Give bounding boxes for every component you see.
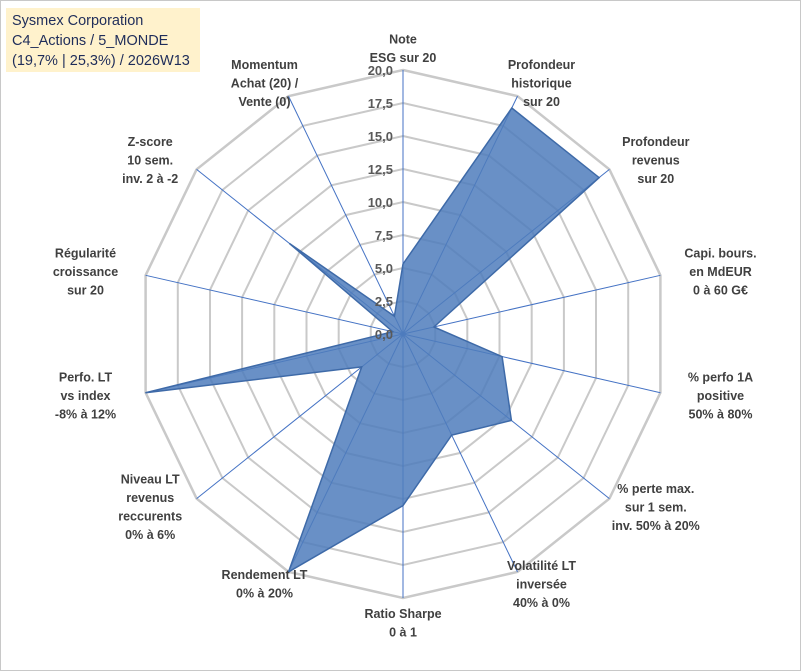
chart-title-stats: (19,7% | 25,3%) / 2026W13 [12, 53, 190, 69]
axis-label-line: Ratio Sharpe [364, 607, 441, 621]
chart-title-company: Sysmex Corporation [12, 13, 144, 29]
axis-label-line: Niveau LT [121, 473, 180, 487]
chart-title-box: Sysmex Corporation C4_Actions / 5_MONDE … [6, 8, 200, 72]
axis-label-line: 10 sem. [127, 154, 173, 168]
axis-label: Profondeur revenus sur 20 [622, 135, 689, 186]
axis-label-line: croissance [53, 265, 118, 279]
axis-label: Perfo. LT vs index -8% à 12% [55, 370, 116, 421]
axis-label-line: revenus [126, 491, 174, 505]
data-point [289, 243, 290, 244]
axis-label-line: 50% à 80% [689, 407, 753, 421]
axis-label-line: reccurents [118, 510, 182, 524]
axis-label: % perfo 1A positive 50% à 80% [688, 370, 753, 421]
data-point [433, 326, 435, 328]
axis-labels: Note ESG sur 20 Profondeur historique sur 20… [53, 33, 757, 640]
axis-label-line: ESG sur 20 [370, 51, 437, 65]
tick-label: 5,0 [375, 261, 393, 276]
data-point [288, 571, 289, 573]
axis-label: Rendement LT 0% à 20% [222, 568, 308, 601]
axis-label-line: Achat (20) / [231, 77, 299, 91]
data-point [392, 331, 394, 333]
axis-label-line: 0% à 20% [236, 587, 293, 601]
tick-label: 17,5 [368, 96, 393, 111]
axis-label-line: Profondeur [508, 58, 575, 72]
axis-label-line: sur 20 [67, 284, 104, 298]
axis-label-line: sur 20 [523, 95, 560, 109]
axis-label-line: inversée [516, 578, 567, 592]
axis-label-line: Capi. bours. [684, 247, 756, 261]
axis-spoke [288, 95, 404, 335]
axis-label-line: Volatilité LT [507, 559, 576, 573]
tick-label: 15,0 [368, 129, 393, 144]
radar-series [145, 106, 601, 574]
data-point [402, 505, 404, 507]
axis-label-line: positive [697, 389, 744, 403]
chart-title-portfolio: C4_Actions / 5_MONDE [12, 33, 169, 49]
axis-label-line: Momentum [231, 58, 298, 72]
data-point [393, 315, 395, 317]
axis-label-line: 0 à 1 [389, 626, 417, 640]
axis-label-line: 40% à 0% [513, 596, 570, 610]
axis-label-line: sur 20 [637, 172, 674, 186]
axis-label: Note ESG sur 20 [370, 33, 437, 66]
data-point [145, 392, 147, 394]
tick-label: 7,5 [375, 228, 393, 243]
axis-label: Volatilité LT inversée 40% à 0% [507, 559, 576, 610]
axis-label-line: inv. 50% à 20% [612, 519, 700, 533]
axis-label: Ratio Sharpe 0 à 1 [364, 607, 441, 640]
axis-label-line: Z-score [128, 135, 173, 149]
axis-label-line: 0% à 6% [125, 528, 175, 542]
axis-label-line: Rendement LT [222, 568, 308, 582]
data-point [501, 356, 503, 358]
axis-label-line: Régularité [55, 247, 116, 261]
axis-label-line: sur 1 sem. [625, 500, 687, 514]
axis-label: Z-score 10 sem. inv. 2 à -2 [122, 135, 178, 186]
data-point [598, 177, 600, 179]
axis-label-line: vs index [60, 389, 110, 403]
tick-label: 10,0 [368, 195, 393, 210]
axis-label-line: historique [511, 77, 571, 91]
axis-label: Niveau LT revenus reccurents 0% à 6% [118, 473, 182, 542]
tick-label: 0,0 [375, 327, 393, 342]
axis-label-line: Note [389, 33, 417, 47]
axis-label: % perte max. sur 1 sem. inv. 50% à 20% [612, 482, 700, 533]
axis-label-line: Profondeur [622, 135, 689, 149]
data-point [361, 366, 363, 368]
axis-spoke [402, 274, 661, 335]
axis-label-line: Vente (0) [238, 95, 290, 109]
axis-label: Capi. bours. en MdEUR 0 à 60 G€ [684, 247, 756, 298]
data-point [510, 419, 512, 421]
radial-tick-labels: 0,0 2,5 5,0 7,5 10,0 12,5 15,0 17,5 20,0 [368, 63, 393, 342]
axis-label: Momentum Achat (20) / Vente (0) [231, 58, 299, 109]
axis-label-line: inv. 2 à -2 [122, 172, 178, 186]
axis-label-line: Perfo. LT [59, 370, 113, 384]
axis-label-line: revenus [632, 154, 680, 168]
axis-label-line: % perte max. [617, 482, 694, 496]
data-point [402, 263, 404, 265]
tick-label: 12,5 [368, 162, 393, 177]
axis-label: Régularité croissance sur 20 [53, 247, 118, 298]
axis-label: Profondeur historique sur 20 [508, 58, 575, 109]
tick-label: 2,5 [375, 294, 393, 309]
axis-spoke [145, 274, 404, 335]
axis-label-line: en MdEUR [689, 265, 752, 279]
axis-label-line: 0 à 60 G€ [693, 284, 748, 298]
tick-label: 20,0 [368, 63, 393, 78]
data-point [511, 107, 513, 109]
axis-label-line: -8% à 12% [55, 407, 116, 421]
data-point [451, 434, 453, 436]
axis-label-line: % perfo 1A [688, 370, 753, 384]
